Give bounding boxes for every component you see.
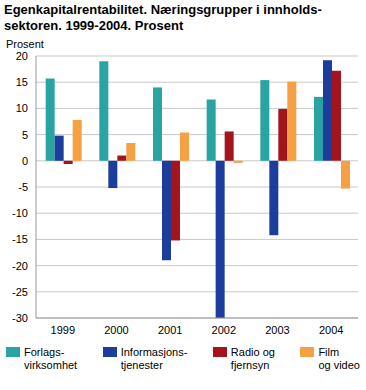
html-text:Film og video: Film og video [318,346,360,371]
svg-text:10: 10 [16,102,28,114]
html-text:Egenkapitalrentabilitet. Nærin: Egenkapitalrentabilitet. Næringsgrupper … [4,2,322,33]
svg-text:-25: -25 [12,286,28,298]
svg-text:2003: 2003 [265,324,289,336]
svg-text:1999: 1999 [51,324,75,336]
svg-text:2002: 2002 [212,324,236,336]
svg-text:2001: 2001 [158,324,182,336]
html-text:Radio og fjernsyn: Radio og fjernsyn [230,346,275,371]
svg-text:15: 15 [16,76,28,88]
svg-text:-10: -10 [12,207,28,219]
svg-text:5: 5 [22,129,28,141]
svg-text:0: 0 [22,155,28,167]
svg-text:2000: 2000 [104,324,128,336]
svg-text:-15: -15 [12,233,28,245]
svg-text:2004: 2004 [319,324,343,336]
html-text:Prosent: Prosent [6,38,44,50]
svg-text:-30: -30 [12,312,28,324]
html-text:Informasjons- tjenester: Informasjons- tjenester [120,346,188,371]
html-text:Forlags- virksomhet: Forlags- virksomhet [24,346,78,371]
svg-text:-5: -5 [18,181,28,193]
svg-text:20: 20 [16,50,28,62]
svg-text:-20: -20 [12,260,28,272]
